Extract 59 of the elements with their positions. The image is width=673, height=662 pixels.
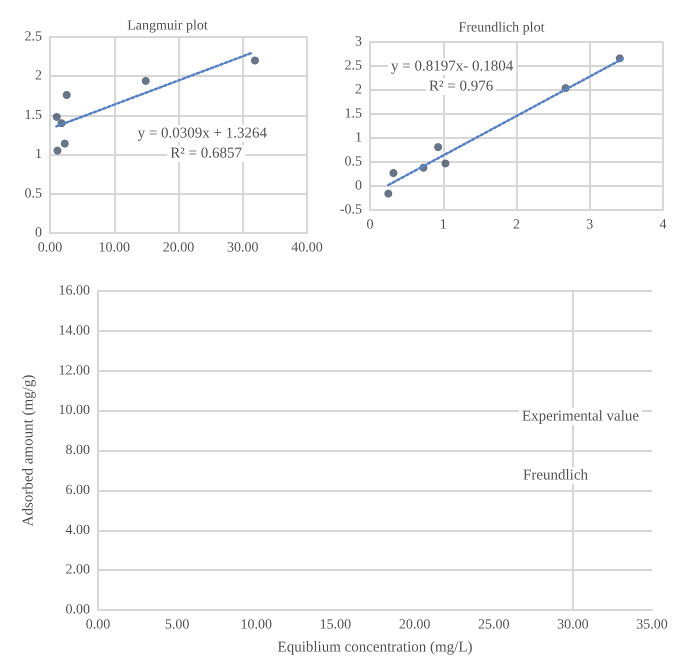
x-tick-label: 40.00 [291, 240, 323, 256]
y-tick-label: 1 [355, 130, 362, 146]
annotation: Freundlich [523, 468, 588, 484]
y-tick-label: 0 [355, 178, 362, 194]
y-tick-label: 1.5 [344, 106, 362, 122]
x-tick-label: 3 [586, 218, 594, 232]
y-tick-label: 2.5 [24, 30, 42, 44]
point [53, 146, 62, 155]
x-tick-label: 4 [660, 218, 666, 232]
y-tick-label: 3 [355, 34, 362, 50]
x-tick-label: 25.00 [478, 618, 510, 632]
chart-title: Langmuir plot [127, 18, 208, 34]
y-tick-label: 1 [35, 147, 42, 162]
y-tick-label: 2.00 [66, 562, 90, 578]
chart-title: Freundlich plot [458, 20, 545, 36]
x-tick-label: 10.00 [98, 240, 130, 256]
point [60, 140, 69, 148]
y-tick-label: 2 [35, 68, 42, 84]
x-tick-label: 2 [513, 218, 520, 232]
point [441, 159, 450, 168]
x-tick-label: 0.00 [86, 618, 110, 632]
y-tick-label: 14.00 [58, 323, 90, 338]
x-tick-label: 10.00 [240, 618, 272, 632]
x-axis-title: Equiblium concentration (mg/L) [278, 640, 472, 656]
y-tick-label: 0.00 [66, 602, 90, 618]
annotation: y = 0.0309x + 1.3264 [138, 126, 268, 142]
y-tick-label: 1.5 [24, 108, 42, 123]
x-tick-label: 35.00 [636, 618, 668, 632]
y-tick-label: 0.5 [24, 186, 42, 202]
x-tick-label: 1 [440, 218, 447, 232]
point [142, 76, 150, 85]
x-tick-label: 30.00 [557, 618, 589, 632]
annotation: R² = 0.976 [429, 78, 494, 94]
y-tick-label: 0.5 [344, 154, 362, 170]
x-tick-label: 5.00 [164, 618, 190, 632]
x-tick-label: 20.00 [398, 618, 430, 632]
y-tick-label: 8.00 [66, 443, 90, 458]
point [434, 143, 442, 152]
y-tick-label: 2 [355, 82, 362, 98]
x-tick-label: 30.00 [227, 240, 258, 256]
y-tick-label: 6.00 [66, 482, 90, 498]
y-tick-label: 10.00 [58, 403, 90, 418]
y-tick-label: 2.5 [344, 58, 362, 74]
x-tick-label: 15.00 [320, 618, 352, 632]
y-tick-label: 12.00 [58, 363, 90, 378]
x-tick-label: 0 [366, 218, 374, 232]
x-tick-label: 20.00 [162, 240, 194, 256]
y-tick-label: -0.5 [340, 202, 362, 218]
point [52, 112, 61, 121]
point [62, 91, 71, 100]
annotation: Experimental value [522, 408, 640, 424]
y-axis-title: Adsorbed amount (mg/g) [20, 374, 36, 526]
annotation: y = 0.8197x- 0.1804 [391, 58, 514, 74]
annotation: R² = 0.6857 [170, 146, 242, 162]
point [384, 190, 392, 198]
y-tick-label: 16.00 [58, 284, 90, 298]
y-tick-label: 4.00 [66, 522, 90, 538]
point [250, 56, 259, 65]
point [389, 169, 398, 178]
